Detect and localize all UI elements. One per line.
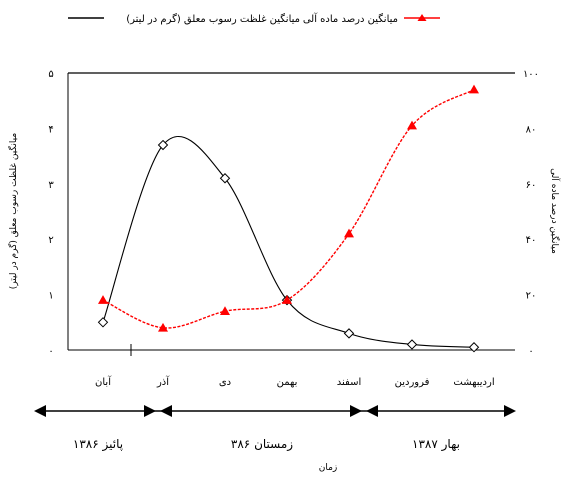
x-tick-label: آذر [156,375,170,388]
y-left-tick-label: ۵ [48,69,53,80]
data-point-organic_matter [282,295,292,304]
y-right-tick-label: ۸۰ [526,124,537,135]
plot-area [67,72,515,356]
legend: میانگین درصد ماده آلی میانگین غلظت رسوب … [68,12,440,25]
data-point-sediment [343,328,355,339]
data-point-organic_matter [220,306,230,315]
season-arrows [34,405,516,417]
season-label-autumn: پائیز ۱۳۸۶ [73,437,123,452]
data-point-sediment [97,317,109,328]
y-axis-right-label: میانگین درصد ماده آلی [549,168,561,254]
y-axis-left-label: میانگین غلظت رسوب معلق (گرم در لیتر) [7,133,19,290]
data-point-organic_matter [344,228,354,238]
x-tick-label: اسفند [337,377,361,388]
season-arrowhead-right-1 [160,405,172,417]
y-left-tick-label: ۰ [48,346,53,357]
y-left-tick-label: ۴ [48,124,53,135]
x-tick-label: دی [219,377,231,388]
season-label-spring: بهار ۱۳۸۷ [412,437,460,452]
series-layer [97,84,480,353]
legend-marker-organic [417,14,427,21]
data-point-organic_matter [98,295,108,304]
y-right-tick-label: ۶۰ [526,180,537,191]
y-right-tick-label: ۱۰۰ [523,69,539,80]
y-right-tick-label: ۰ [528,346,533,357]
x-tick-label: اردیبهشت [453,377,494,388]
y-left-tick-label: ۱ [48,291,53,302]
x-tick-labels: آبان آذر دی بهمن اسفند فروردین اردیبهشت [95,375,495,388]
data-point-sediment [157,139,169,151]
data-point-sediment [468,342,480,353]
series-line-organic_matter [102,89,475,329]
series-sediment [97,135,480,353]
season-arrowhead-right-2 [366,405,378,417]
y-left-tick-label: ۳ [48,180,54,191]
x-tick-label: آبان [95,375,112,388]
data-point-organic_matter [469,84,479,94]
legend-label-organic: میانگین درصد ماده آلی [303,12,398,25]
series-line-sediment [102,135,475,348]
y-right-ticks: ۰ ۲۰ ۴۰ ۶۰ ۸۰ ۱۰۰ [523,69,539,357]
legend-entry-sediment: میانگین غلظت رسوب معلق (گرم در لیتر) [68,13,300,25]
y-right-tick-label: ۴۰ [526,235,537,246]
season-arrowhead-left-outer [34,405,46,417]
y-right-tick-label: ۲۰ [526,291,537,302]
season-arrowhead-left-2 [350,405,362,417]
season-label-winter: زمستان ۳۸۶ [231,437,293,452]
x-tick-label: بهمن [277,377,298,388]
y-left-ticks: ۰ ۱ ۲ ۳ ۴ ۵ [48,69,54,357]
x-tick-label: فروردین [395,377,430,388]
legend-entry-organic: میانگین درصد ماده آلی [303,12,440,25]
series-organic_matter [98,84,479,332]
season-arrowhead-left-1 [144,405,156,417]
data-point-organic_matter [158,322,168,332]
data-point-sediment [406,339,418,350]
data-point-sediment [219,173,231,184]
data-point-organic_matter [407,120,417,130]
season-arrowhead-right-outer [504,405,516,417]
x-axis-label: زمان [319,463,338,473]
legend-label-sediment: میانگین غلظت رسوب معلق (گرم در لیتر) [126,13,300,25]
y-left-tick-label: ۲ [48,235,53,246]
